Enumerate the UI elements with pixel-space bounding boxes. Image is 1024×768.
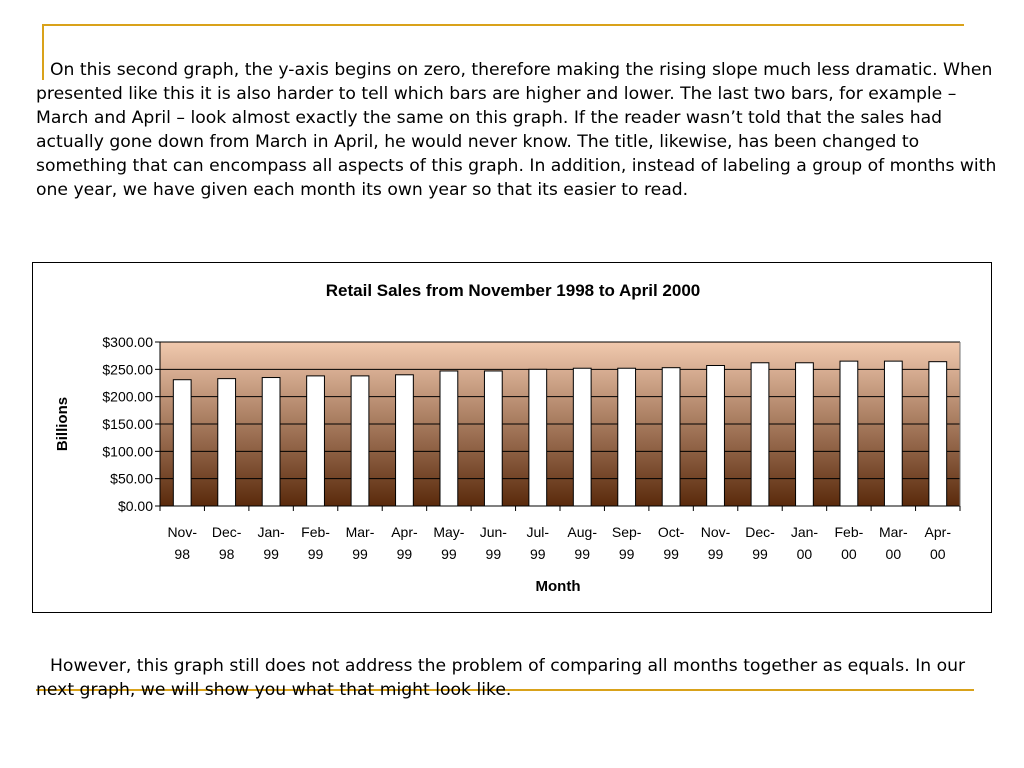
bar xyxy=(395,374,414,507)
x-tick-label-year: 99 xyxy=(263,546,279,562)
bar xyxy=(706,365,725,507)
y-tick-label: $200.00 xyxy=(102,389,153,405)
bar xyxy=(795,362,814,507)
bar xyxy=(217,378,237,507)
y-tick-label: $150.00 xyxy=(102,416,153,432)
x-tick-label: Dec- xyxy=(212,524,242,540)
x-tick-label: Jan- xyxy=(257,524,285,540)
chart-frame: Retail Sales from November 1998 to April… xyxy=(32,262,992,613)
bar xyxy=(483,370,503,507)
chart-title: Retail Sales from November 1998 to April… xyxy=(326,281,700,300)
bar xyxy=(928,361,948,507)
y-tick-label: $50.00 xyxy=(110,471,153,487)
intro-paragraph: On this second graph, the y-axis begins … xyxy=(36,60,997,200)
x-tick-label-year: 99 xyxy=(752,546,768,562)
x-tick-label-year: 00 xyxy=(797,546,813,562)
y-tick-label: $250.00 xyxy=(102,361,153,377)
x-tick-label: Feb- xyxy=(301,524,330,540)
x-axis-title: Month xyxy=(536,578,581,595)
x-tick-label: Mar- xyxy=(879,524,908,540)
x-tick-label-year: 99 xyxy=(530,546,546,562)
x-tick-label-year: 99 xyxy=(352,546,368,562)
x-tick-label: May- xyxy=(433,524,464,540)
x-tick-label-year: 99 xyxy=(441,546,457,562)
bar xyxy=(617,367,637,507)
x-tick-label: Nov- xyxy=(701,524,731,540)
x-tick-label: Feb- xyxy=(834,524,863,540)
accent-line-bottom xyxy=(36,689,974,691)
x-tick-label-year: 00 xyxy=(841,546,857,562)
x-tick-label: Jan- xyxy=(791,524,819,540)
y-tick-label: $0.00 xyxy=(118,498,153,514)
x-tick-label-year: 98 xyxy=(174,546,190,562)
x-tick-label: Oct- xyxy=(658,524,685,540)
accent-line-top xyxy=(42,24,964,26)
x-tick-label: Sep- xyxy=(612,524,642,540)
x-tick-label: Apr- xyxy=(391,524,418,540)
bar xyxy=(528,368,548,507)
y-axis-title: Billions xyxy=(54,397,71,451)
x-tick-label-year: 00 xyxy=(930,546,946,562)
closing-paragraph: However, this graph still does not addre… xyxy=(36,656,966,700)
y-tick-label: $300.00 xyxy=(102,334,153,350)
bar xyxy=(839,360,859,507)
x-tick-label-year: 99 xyxy=(708,546,724,562)
bar xyxy=(350,375,370,507)
bar xyxy=(883,360,903,507)
retail-sales-chart: Retail Sales from November 1998 to April… xyxy=(54,281,961,595)
bar xyxy=(306,375,325,507)
x-tick-label: Jun- xyxy=(480,524,508,540)
x-tick-label: Apr- xyxy=(925,524,952,540)
x-tick-label: Aug- xyxy=(567,524,597,540)
y-tick-labels: $0.00 $50.00 $100.00 $150.00 $200.00 $250.00 $… xyxy=(102,334,153,514)
x-tick-label: Dec- xyxy=(745,524,775,540)
bars xyxy=(172,360,948,507)
bar xyxy=(172,379,192,507)
bar xyxy=(750,362,770,507)
bar xyxy=(661,367,681,507)
x-tick-label-year: 00 xyxy=(886,546,902,562)
x-tick-label: Nov- xyxy=(167,524,197,540)
x-tick-label-year: 99 xyxy=(308,546,324,562)
bar xyxy=(261,377,281,507)
accent-bracket-left xyxy=(42,24,44,80)
bar xyxy=(572,367,592,507)
bar xyxy=(439,370,459,507)
x-tick-label: Jul- xyxy=(526,524,549,540)
x-tick-label-year: 99 xyxy=(486,546,502,562)
x-tick-label-year: 99 xyxy=(663,546,679,562)
x-tick-label-year: 99 xyxy=(397,546,413,562)
x-tick-label-year: 99 xyxy=(619,546,635,562)
x-tick-label-year: 98 xyxy=(219,546,235,562)
y-tick-label: $100.00 xyxy=(102,443,153,459)
x-tick-label-year: 99 xyxy=(574,546,590,562)
axes xyxy=(159,342,961,511)
x-tick-labels: Nov- 98 Dec- 98 Jan- 99 Feb- 99 Mar- 99 Apr- 99 May-… xyxy=(167,524,951,562)
x-tick-label: Mar- xyxy=(346,524,375,540)
